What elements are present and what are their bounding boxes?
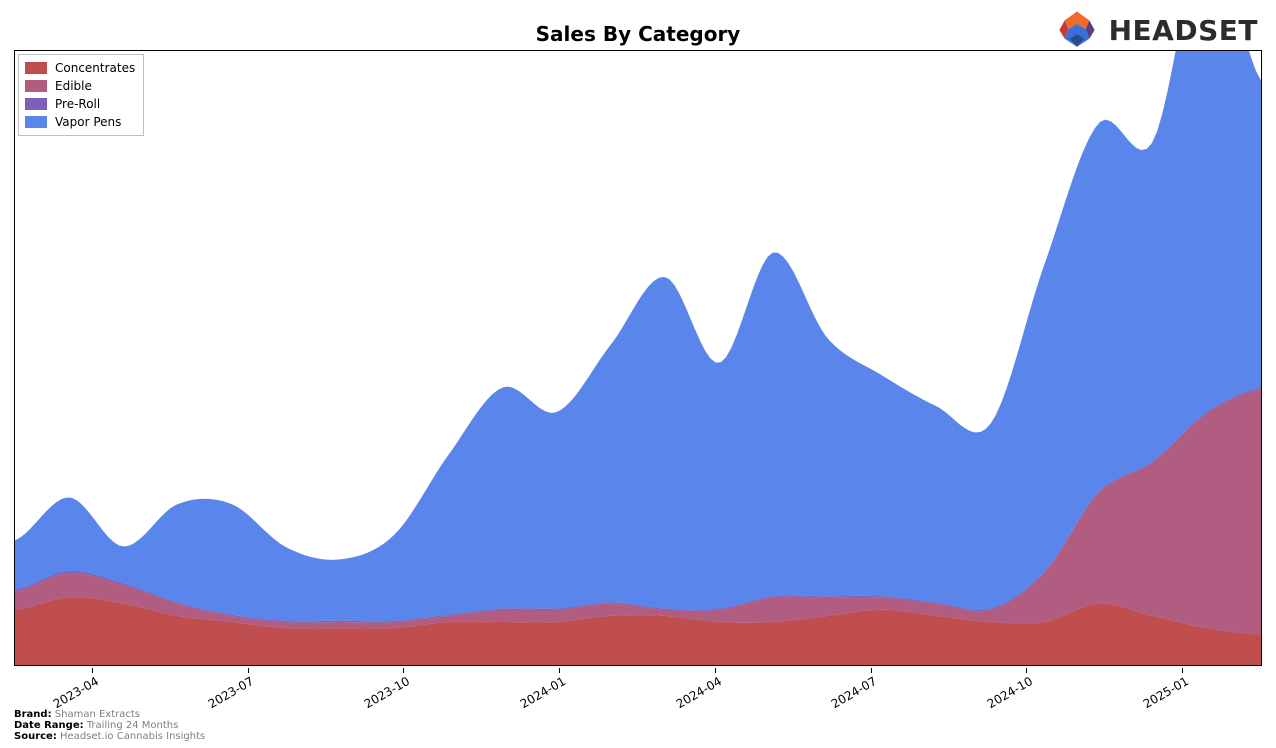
logo-text: HEADSET [1109, 14, 1258, 47]
plot-area [14, 50, 1262, 666]
legend-item-concentrates: Concentrates [25, 59, 135, 77]
x-tick-label: 2024-07 [829, 674, 879, 711]
legend-label: Edible [55, 77, 92, 95]
legend-swatch [25, 98, 47, 110]
x-tick [559, 668, 560, 673]
x-tick [248, 668, 249, 673]
x-tick-label: 2025-01 [1141, 674, 1191, 711]
legend-label: Pre-Roll [55, 95, 100, 113]
x-tick [715, 668, 716, 673]
brand-logo: HEADSET [1055, 8, 1258, 52]
footer-notes: Brand: Shaman Extracts Date Range: Trail… [14, 709, 205, 742]
stacked-area-chart [15, 51, 1261, 665]
legend-swatch [25, 62, 47, 74]
x-tick [1026, 668, 1027, 673]
note-source-label: Source: [14, 731, 57, 742]
x-tick-label: 2023-04 [50, 674, 100, 711]
headset-logo-icon [1055, 8, 1099, 52]
figure: Sales By Category HEADSET ConcentratesEd… [0, 0, 1276, 748]
x-tick [1182, 668, 1183, 673]
note-source-value: Headset.io Cannabis Insights [60, 731, 205, 742]
note-brand-value: Shaman Extracts [55, 709, 140, 720]
x-tick [403, 668, 404, 673]
x-tick-label: 2024-10 [985, 674, 1035, 711]
legend-label: Concentrates [55, 59, 135, 77]
note-daterange: Date Range: Trailing 24 Months [14, 720, 205, 731]
x-tick [92, 668, 93, 673]
note-daterange-value: Trailing 24 Months [87, 720, 179, 731]
x-tick [871, 668, 872, 673]
legend-swatch [25, 80, 47, 92]
x-tick-label: 2024-04 [673, 674, 723, 711]
note-source: Source: Headset.io Cannabis Insights [14, 731, 205, 742]
note-daterange-label: Date Range: [14, 720, 84, 731]
legend-swatch [25, 116, 47, 128]
note-brand-label: Brand: [14, 709, 52, 720]
x-tick-label: 2023-10 [362, 674, 412, 711]
legend-item-edible: Edible [25, 77, 135, 95]
x-tick-label: 2024-01 [518, 674, 568, 711]
note-brand: Brand: Shaman Extracts [14, 709, 205, 720]
legend-item-pre-roll: Pre-Roll [25, 95, 135, 113]
x-tick-label: 2023-07 [206, 674, 256, 711]
legend: ConcentratesEdiblePre-RollVapor Pens [18, 54, 144, 136]
legend-item-vapor-pens: Vapor Pens [25, 113, 135, 131]
legend-label: Vapor Pens [55, 113, 121, 131]
